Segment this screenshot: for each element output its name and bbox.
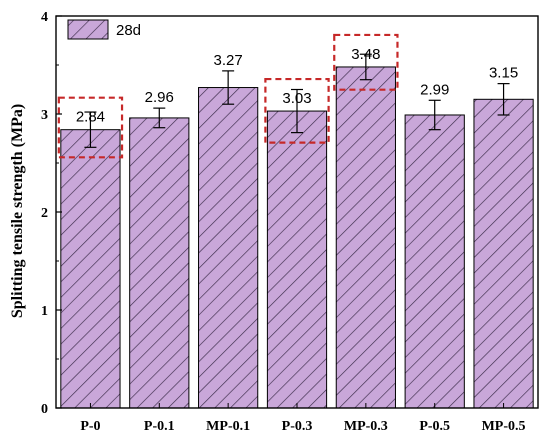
y-tick-label-1: 1 xyxy=(41,304,48,319)
value-label-P-0.3: 3.03 xyxy=(282,90,311,107)
axes-layer: P-0 P-0.1 MP-0.1 P-0.3 MP-0.3 P-0.5 MP-0.5 0 1 2 3… xyxy=(41,10,539,434)
bar-MP-0.3 xyxy=(335,66,396,409)
x-tick-label-MP-0.1: MP-0.1 xyxy=(206,419,250,434)
bar-MP-0.5 xyxy=(473,98,534,409)
x-tick-label-P-0.3: P-0.3 xyxy=(282,419,313,434)
y-tick-label-3: 3 xyxy=(41,108,48,123)
x-tick-label-P-0.1: P-0.1 xyxy=(144,419,175,434)
legend: 28d xyxy=(67,19,141,40)
y-tick-label-0: 0 xyxy=(41,402,48,417)
value-labels-layer: 2.84 2.96 3.27 3.03 3.48 2.99 3.15 xyxy=(76,46,518,126)
bar-MP-0.1 xyxy=(198,87,259,409)
value-label-MP-0.5: 3.15 xyxy=(489,65,518,82)
y-tick-label-2: 2 xyxy=(41,206,48,221)
x-tick-label-P-0: P-0 xyxy=(80,419,100,434)
error-bars-layer xyxy=(84,53,510,148)
highlight-boxes-layer xyxy=(57,33,399,159)
bar-P-0.5 xyxy=(404,114,465,409)
bars-layer xyxy=(60,66,534,409)
highlight-box-MP-0.3 xyxy=(333,33,399,91)
x-tick-label-MP-0.5: MP-0.5 xyxy=(482,419,526,434)
value-label-MP-0.3: 3.48 xyxy=(351,46,380,63)
bar-P-0 xyxy=(60,129,121,409)
x-tick-label-MP-0.3: MP-0.3 xyxy=(344,419,388,434)
legend-label: 28d xyxy=(116,22,141,39)
legend-swatch xyxy=(67,19,109,40)
y-tick-label-4: 4 xyxy=(41,10,48,25)
highlight-box-P-0.3 xyxy=(264,77,330,144)
bar-P-0.1 xyxy=(129,117,190,409)
value-label-P-0.1: 2.96 xyxy=(145,89,174,106)
value-label-P-0: 2.84 xyxy=(76,109,105,126)
x-tick-label-P-0.5: P-0.5 xyxy=(419,419,450,434)
highlight-box-P-0 xyxy=(57,96,124,159)
value-label-P-0.5: 2.99 xyxy=(420,81,449,98)
value-label-MP-0.1: 3.27 xyxy=(214,52,243,69)
bar-P-0.3 xyxy=(266,110,328,409)
y-axis-label: Splitting tensile strength (MPa) xyxy=(9,104,26,318)
